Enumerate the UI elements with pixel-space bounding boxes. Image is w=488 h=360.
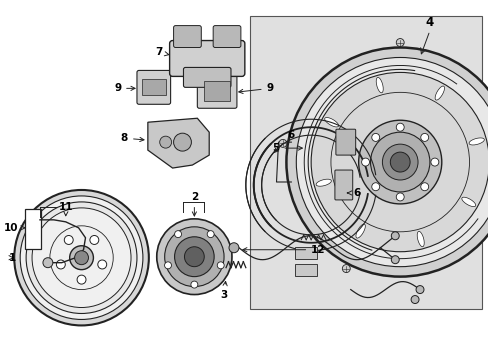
Circle shape <box>228 243 239 253</box>
Text: 9: 9 <box>238 84 273 94</box>
Circle shape <box>278 139 286 147</box>
Circle shape <box>342 265 349 273</box>
Circle shape <box>164 227 224 287</box>
Circle shape <box>415 285 423 293</box>
FancyBboxPatch shape <box>169 41 244 76</box>
Text: 6: 6 <box>347 188 360 198</box>
Circle shape <box>395 123 404 131</box>
Circle shape <box>395 193 404 201</box>
FancyBboxPatch shape <box>295 247 316 259</box>
Circle shape <box>430 158 438 166</box>
Circle shape <box>217 262 224 269</box>
Text: 8: 8 <box>121 133 143 143</box>
FancyBboxPatch shape <box>183 67 230 87</box>
FancyBboxPatch shape <box>335 129 355 155</box>
Circle shape <box>382 144 417 180</box>
Polygon shape <box>416 231 424 247</box>
Circle shape <box>173 133 191 151</box>
Text: 1: 1 <box>9 253 16 263</box>
Text: 9: 9 <box>114 84 135 93</box>
Circle shape <box>77 275 86 284</box>
Circle shape <box>190 281 198 288</box>
Text: 5: 5 <box>272 143 302 153</box>
Circle shape <box>56 260 65 269</box>
FancyBboxPatch shape <box>142 80 165 95</box>
Circle shape <box>370 132 429 192</box>
Circle shape <box>296 58 488 267</box>
Circle shape <box>174 231 181 238</box>
FancyBboxPatch shape <box>197 75 237 108</box>
Circle shape <box>164 262 171 269</box>
Circle shape <box>32 208 131 307</box>
Polygon shape <box>434 86 444 100</box>
Circle shape <box>20 196 142 319</box>
Circle shape <box>389 152 409 172</box>
Text: 7: 7 <box>155 48 168 58</box>
Polygon shape <box>355 224 365 238</box>
Circle shape <box>207 231 214 238</box>
Polygon shape <box>375 77 383 93</box>
Circle shape <box>286 48 488 276</box>
Bar <box>249 15 481 310</box>
Circle shape <box>390 256 398 264</box>
Circle shape <box>90 235 99 244</box>
Text: 11: 11 <box>59 202 73 216</box>
Text: 3: 3 <box>220 282 227 300</box>
Circle shape <box>157 219 231 294</box>
Circle shape <box>395 39 404 46</box>
Circle shape <box>371 134 379 141</box>
Polygon shape <box>324 117 338 127</box>
Circle shape <box>310 72 488 252</box>
Text: 12: 12 <box>242 245 325 255</box>
Polygon shape <box>468 138 483 145</box>
Circle shape <box>14 190 148 325</box>
Polygon shape <box>147 118 209 168</box>
Circle shape <box>64 235 73 244</box>
Circle shape <box>184 247 204 267</box>
FancyBboxPatch shape <box>295 264 316 276</box>
FancyBboxPatch shape <box>204 81 229 101</box>
FancyBboxPatch shape <box>137 71 170 104</box>
Text: 10: 10 <box>4 223 25 233</box>
Polygon shape <box>315 179 331 186</box>
Circle shape <box>26 202 137 314</box>
Circle shape <box>420 134 428 141</box>
FancyBboxPatch shape <box>334 170 352 200</box>
Circle shape <box>371 183 379 191</box>
Circle shape <box>69 246 93 270</box>
Circle shape <box>174 237 214 276</box>
Text: 2: 2 <box>190 192 198 216</box>
Circle shape <box>43 258 53 268</box>
Circle shape <box>410 296 418 303</box>
Polygon shape <box>461 197 475 207</box>
Circle shape <box>75 251 88 265</box>
Text: 4: 4 <box>425 16 433 29</box>
Circle shape <box>98 260 106 269</box>
Circle shape <box>358 120 441 204</box>
Circle shape <box>390 232 398 240</box>
FancyBboxPatch shape <box>25 209 41 249</box>
FancyBboxPatch shape <box>213 26 241 48</box>
Circle shape <box>420 183 428 191</box>
Circle shape <box>160 136 171 148</box>
FancyBboxPatch shape <box>173 26 201 48</box>
Circle shape <box>361 158 369 166</box>
Text: 6: 6 <box>274 130 294 152</box>
